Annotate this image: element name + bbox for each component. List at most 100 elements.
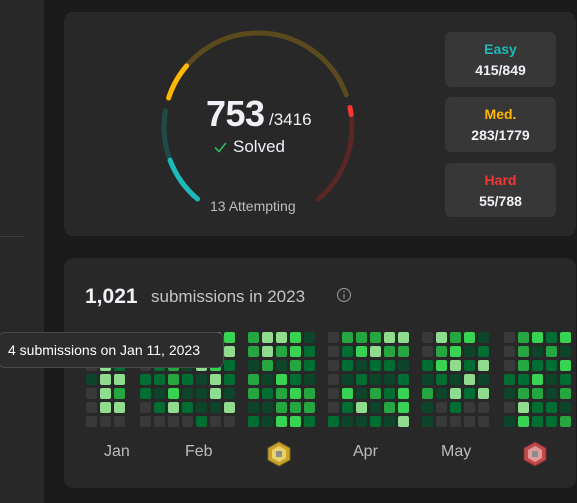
heatmap-cell[interactable] xyxy=(262,346,273,357)
heatmap-cell[interactable] xyxy=(398,360,409,371)
heatmap-cell[interactable] xyxy=(450,402,461,413)
heatmap-cell[interactable] xyxy=(342,360,353,371)
heatmap-cell[interactable] xyxy=(140,402,151,413)
heatmap-cell[interactable] xyxy=(224,332,235,343)
heatmap-cell[interactable] xyxy=(276,388,287,399)
heatmap-cell[interactable] xyxy=(114,402,125,413)
heatmap-cell[interactable] xyxy=(370,360,381,371)
heatmap-cell[interactable] xyxy=(450,360,461,371)
heatmap-cell[interactable] xyxy=(560,346,571,357)
heatmap-cell[interactable] xyxy=(328,374,339,385)
heatmap-cell[interactable] xyxy=(518,388,529,399)
heatmap-cell[interactable] xyxy=(154,388,165,399)
heatmap-cell[interactable] xyxy=(532,332,543,343)
heatmap-cell[interactable] xyxy=(342,374,353,385)
heatmap-cell[interactable] xyxy=(560,416,571,427)
heatmap-cell[interactable] xyxy=(422,374,433,385)
heatmap-cell[interactable] xyxy=(398,416,409,427)
heatmap-cell[interactable] xyxy=(546,416,557,427)
heatmap-cell[interactable] xyxy=(370,346,381,357)
heatmap-cell[interactable] xyxy=(478,388,489,399)
heatmap-cell[interactable] xyxy=(276,346,287,357)
heatmap-cell[interactable] xyxy=(262,402,273,413)
heatmap-cell[interactable] xyxy=(86,416,97,427)
heatmap-cell[interactable] xyxy=(328,346,339,357)
heatmap-cell[interactable] xyxy=(182,416,193,427)
heatmap-cell[interactable] xyxy=(436,402,447,413)
heatmap-cell[interactable] xyxy=(398,346,409,357)
heatmap-cell[interactable] xyxy=(384,402,395,413)
heatmap-cell[interactable] xyxy=(342,332,353,343)
medium-stat-box[interactable]: Med. 283/1779 xyxy=(445,97,556,152)
heatmap-cell[interactable] xyxy=(464,388,475,399)
heatmap-cell[interactable] xyxy=(262,332,273,343)
heatmap-cell[interactable] xyxy=(276,402,287,413)
heatmap-cell[interactable] xyxy=(304,388,315,399)
heatmap-cell[interactable] xyxy=(154,402,165,413)
heatmap-cell[interactable] xyxy=(304,374,315,385)
heatmap-cell[interactable] xyxy=(262,360,273,371)
heatmap-cell[interactable] xyxy=(248,332,259,343)
heatmap-cell[interactable] xyxy=(370,332,381,343)
heatmap-cell[interactable] xyxy=(436,388,447,399)
heatmap-cell[interactable] xyxy=(532,346,543,357)
heatmap-cell[interactable] xyxy=(398,374,409,385)
heatmap-cell[interactable] xyxy=(356,332,367,343)
heatmap-cell[interactable] xyxy=(224,374,235,385)
heatmap-cell[interactable] xyxy=(262,388,273,399)
heatmap-cell[interactable] xyxy=(422,332,433,343)
heatmap-cell[interactable] xyxy=(504,360,515,371)
heatmap-cell[interactable] xyxy=(518,374,529,385)
heatmap-cell[interactable] xyxy=(504,346,515,357)
heatmap-cell[interactable] xyxy=(342,346,353,357)
heatmap-cell[interactable] xyxy=(100,374,111,385)
heatmap-cell[interactable] xyxy=(290,416,301,427)
heatmap-cell[interactable] xyxy=(560,332,571,343)
heatmap-cell[interactable] xyxy=(370,388,381,399)
heatmap-cell[interactable] xyxy=(518,346,529,357)
heatmap-cell[interactable] xyxy=(276,332,287,343)
heatmap-cell[interactable] xyxy=(356,346,367,357)
heatmap-cell[interactable] xyxy=(290,402,301,413)
heatmap-cell[interactable] xyxy=(224,360,235,371)
heatmap-cell[interactable] xyxy=(464,416,475,427)
heatmap-cell[interactable] xyxy=(532,360,543,371)
badge-yellow-icon[interactable] xyxy=(266,441,292,467)
heatmap-cell[interactable] xyxy=(478,332,489,343)
heatmap-cell[interactable] xyxy=(464,332,475,343)
heatmap-cell[interactable] xyxy=(532,374,543,385)
heatmap-cell[interactable] xyxy=(196,374,207,385)
heatmap-cell[interactable] xyxy=(86,402,97,413)
heatmap-cell[interactable] xyxy=(140,388,151,399)
heatmap-cell[interactable] xyxy=(248,346,259,357)
info-icon[interactable] xyxy=(336,287,352,303)
heatmap-cell[interactable] xyxy=(210,402,221,413)
heatmap-cell[interactable] xyxy=(422,346,433,357)
heatmap-cell[interactable] xyxy=(356,402,367,413)
heatmap-cell[interactable] xyxy=(398,388,409,399)
heatmap-cell[interactable] xyxy=(384,374,395,385)
heatmap-cell[interactable] xyxy=(290,332,301,343)
heatmap-cell[interactable] xyxy=(248,360,259,371)
heatmap-cell[interactable] xyxy=(504,402,515,413)
heatmap-cell[interactable] xyxy=(356,374,367,385)
heatmap-cell[interactable] xyxy=(196,388,207,399)
heatmap-cell[interactable] xyxy=(248,402,259,413)
heatmap-cell[interactable] xyxy=(546,374,557,385)
heatmap-cell[interactable] xyxy=(450,388,461,399)
heatmap-cell[interactable] xyxy=(560,388,571,399)
heatmap-cell[interactable] xyxy=(422,402,433,413)
heatmap-cell[interactable] xyxy=(154,416,165,427)
heatmap-cell[interactable] xyxy=(304,360,315,371)
heatmap-cell[interactable] xyxy=(86,388,97,399)
heatmap-cell[interactable] xyxy=(328,416,339,427)
heatmap-cell[interactable] xyxy=(210,374,221,385)
heatmap-cell[interactable] xyxy=(304,402,315,413)
heatmap-cell[interactable] xyxy=(560,360,571,371)
heatmap-cell[interactable] xyxy=(532,402,543,413)
heatmap-cell[interactable] xyxy=(154,374,165,385)
heatmap-cell[interactable] xyxy=(478,346,489,357)
heatmap-cell[interactable] xyxy=(114,388,125,399)
heatmap-cell[interactable] xyxy=(398,332,409,343)
heatmap-cell[interactable] xyxy=(356,388,367,399)
